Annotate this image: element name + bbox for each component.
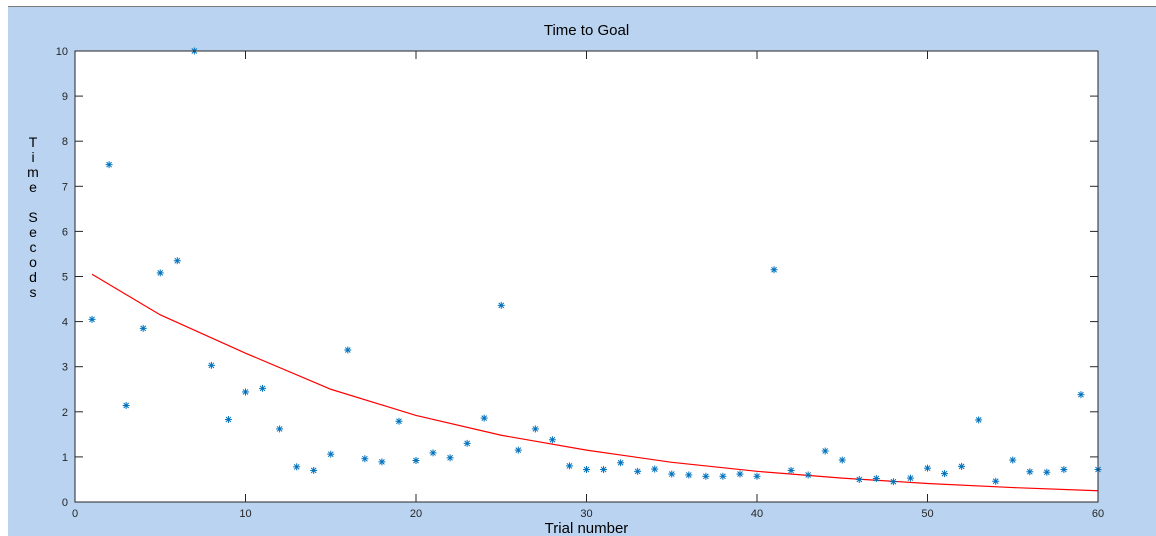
y-tick-label: 6 <box>62 226 68 238</box>
data-point <box>565 462 573 470</box>
data-point <box>583 466 590 474</box>
y-label-char: i <box>31 149 34 165</box>
data-point <box>361 455 369 463</box>
y-tick-label: 3 <box>62 362 68 374</box>
y-tick-label: 5 <box>62 272 68 284</box>
x-tick-label: 20 <box>410 508 422 520</box>
x-tick-label: 0 <box>72 508 78 520</box>
y-tick-label: 8 <box>62 136 68 148</box>
data-point <box>1009 456 1017 464</box>
y-label-char: c <box>30 239 37 255</box>
x-tick-label: 40 <box>751 508 763 520</box>
data-point <box>310 466 318 474</box>
data-point <box>548 436 556 444</box>
data-point <box>105 161 113 169</box>
x-tick-label: 10 <box>239 508 251 520</box>
data-point <box>617 459 625 467</box>
data-point <box>855 475 863 483</box>
data-point <box>497 301 505 309</box>
y-tick-label: 9 <box>62 91 68 103</box>
tick-layer: 0 10 20 30 40 50 60 0 1 2 3 4 5 6 7 8 9 10 <box>56 46 1104 520</box>
data-point <box>207 361 215 369</box>
data-point <box>668 470 676 478</box>
y-tick-label: 4 <box>62 317 68 329</box>
data-point <box>634 467 642 475</box>
data-point <box>889 478 897 486</box>
data-point <box>344 346 352 354</box>
data-point <box>924 464 931 472</box>
data-point <box>463 439 471 447</box>
data-point <box>651 465 659 473</box>
data-point <box>872 475 880 483</box>
data-point <box>702 472 710 480</box>
data-point <box>242 388 249 396</box>
data-point <box>941 470 949 478</box>
data-point <box>293 463 301 471</box>
fit-curve <box>91 273 1099 492</box>
y-tick-label: 0 <box>62 497 68 509</box>
data-point <box>600 466 608 474</box>
chart-title: Time to Goal <box>544 22 629 39</box>
data-point <box>514 446 522 454</box>
y-label-char: s <box>30 284 37 300</box>
data-point <box>719 472 727 480</box>
y-tick-label: 7 <box>62 181 68 193</box>
y-label-char: S <box>28 209 37 225</box>
data-point <box>88 315 96 323</box>
data-point <box>480 414 488 422</box>
data-point <box>412 457 420 465</box>
data-point <box>122 401 130 409</box>
data-point <box>753 472 761 480</box>
marker-layer <box>88 47 1102 486</box>
y-tick-label: 1 <box>62 452 68 464</box>
fit-curve-layer <box>91 273 1099 492</box>
plot-area <box>75 51 1098 502</box>
data-point <box>838 456 846 464</box>
data-point <box>787 466 795 474</box>
data-point <box>992 477 1000 485</box>
data-point <box>736 470 744 478</box>
y-tick-label: 2 <box>62 407 68 419</box>
data-point <box>139 324 147 332</box>
data-point <box>1026 468 1034 476</box>
y-label-char: o <box>29 254 37 270</box>
y-label-char: e <box>29 224 37 240</box>
data-point <box>259 384 267 392</box>
y-label-char: d <box>29 269 37 285</box>
data-point <box>1043 468 1051 476</box>
figure-window: Time to Goal 0 10 20 30 40 50 60 0 1 2 3 4 5 6 7 8 9 10 T… <box>8 6 1156 536</box>
data-point <box>327 450 335 458</box>
data-point <box>906 474 914 482</box>
data-point <box>378 458 386 466</box>
data-point <box>276 425 284 433</box>
x-tick-label: 50 <box>921 508 933 520</box>
data-point <box>821 447 829 455</box>
x-tick-label: 60 <box>1092 508 1104 520</box>
data-point <box>395 417 403 425</box>
data-point <box>1060 466 1068 474</box>
scatter-chart: Time to Goal 0 10 20 30 40 50 60 0 1 2 3 4 5 6 7 8 9 10 T… <box>27 22 1104 536</box>
data-point <box>958 462 966 470</box>
x-axis-label: Trial number <box>545 520 629 536</box>
data-point <box>446 454 454 462</box>
data-point <box>804 471 812 479</box>
data-point <box>685 471 693 479</box>
y-label-char: T <box>29 134 38 150</box>
y-label-char: m <box>27 164 39 180</box>
data-point <box>224 415 232 423</box>
y-label-char: e <box>29 179 37 195</box>
y-tick-label: 10 <box>56 46 68 58</box>
data-point <box>770 266 778 274</box>
data-point <box>173 257 181 265</box>
data-point <box>975 416 983 424</box>
data-point <box>429 449 437 457</box>
data-point <box>1077 391 1085 399</box>
data-point <box>156 269 164 277</box>
data-point <box>531 425 539 433</box>
x-tick-label: 30 <box>580 508 592 520</box>
